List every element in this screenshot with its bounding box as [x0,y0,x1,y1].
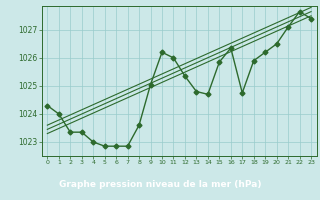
Text: Graphe pression niveau de la mer (hPa): Graphe pression niveau de la mer (hPa) [59,180,261,189]
